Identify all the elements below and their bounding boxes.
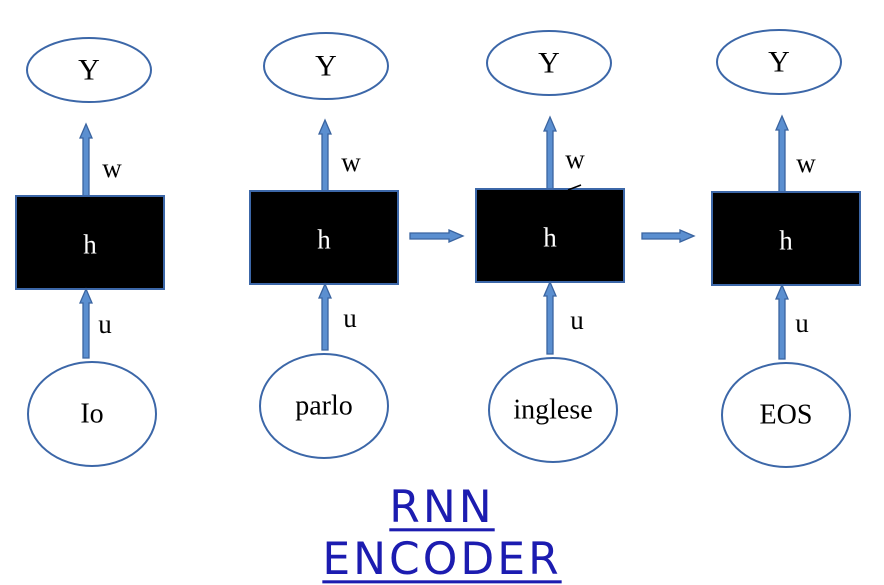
diagram-canvas: Yw h u Io Yw h u parlo Yw h u inglese Yw h u EOS [15,29,861,468]
weight-u-label-2: u [343,303,357,333]
hidden-state-box-2 [249,190,399,285]
recurrent-arrow-1 [409,229,465,243]
output-node-1 [26,37,152,103]
hidden-state-box-1 [15,195,165,290]
hidden-label-2: h [317,225,331,255]
input-label-3: inglese [513,395,592,426]
output-node-4 [716,29,842,95]
output-label-4: Y [768,46,790,79]
weight-u-label-4: u [795,308,809,338]
hidden-state-box-3 [475,188,625,283]
input-label-2: parlo [295,391,353,422]
hidden-label-1: h [83,230,97,260]
input-arrow-1 [79,287,93,359]
diagram-caption: RNN ENCODER [322,481,562,585]
weight-w-label-1: w [102,153,122,183]
weight-w-label-2: w [341,147,361,177]
input-arrow-3 [543,280,557,355]
input-node-4 [721,362,851,468]
output-label-1: Y [78,54,100,87]
input-node-1 [27,361,157,467]
output-arrow-4 [775,114,789,193]
input-node-3 [488,357,618,463]
input-node-2 [259,353,389,459]
input-arrow-2 [318,282,332,351]
weight-u-label-1: u [98,309,112,339]
output-label-2: Y [315,50,337,83]
input-label-1: Io [80,399,103,430]
output-arrow-3 [543,115,557,190]
hidden-label-4: h [779,226,793,256]
input-arrow-4 [775,283,789,360]
weight-w-label-3: w [565,144,585,174]
recurrent-arrow-2 [641,229,696,243]
hidden-state-box-4 [711,191,861,286]
input-label-4: EOS [760,400,813,431]
hidden-label-3: h [543,223,557,253]
weight-u-label-3: u [570,305,584,335]
output-node-3 [486,30,612,96]
output-arrow-2 [318,118,332,192]
output-arrow-1 [79,122,93,197]
weight-w-label-4: w [796,148,816,178]
output-label-3: Y [538,47,560,80]
output-node-2 [263,32,389,100]
stroke-mark [567,184,582,191]
